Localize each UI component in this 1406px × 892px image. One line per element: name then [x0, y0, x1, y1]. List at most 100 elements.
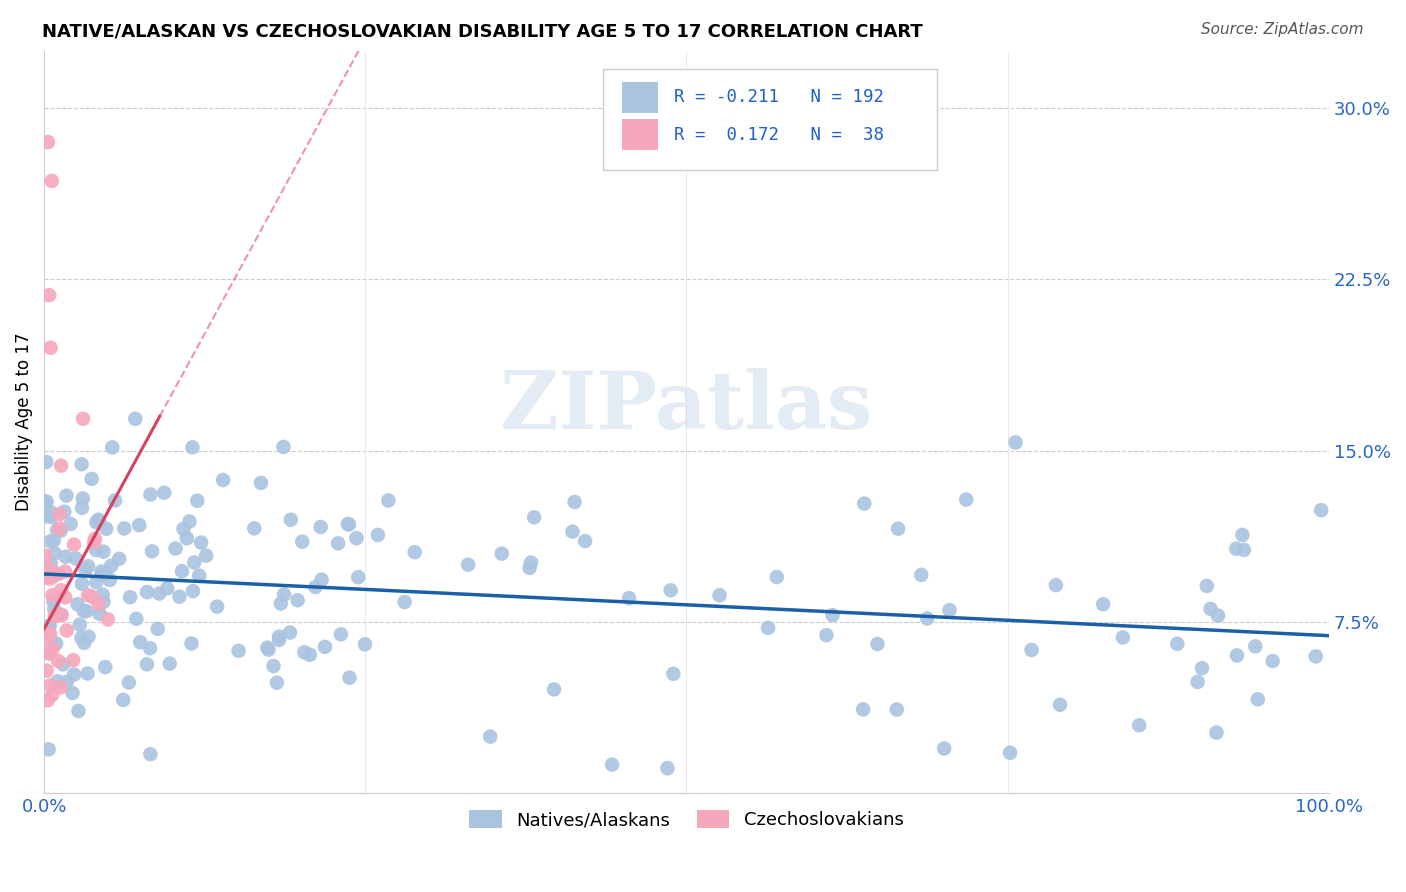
Point: [821, 608, 844, 623]
Point: [491, 547, 513, 561]
Text: R =  0.172   N =  38: R = 0.172 N = 38: [673, 126, 883, 144]
Point: [1166, 637, 1188, 651]
Point: [169, 590, 191, 604]
Point: [298, 648, 321, 662]
Point: [51, 607, 73, 622]
Point: [273, 440, 295, 454]
Point: [46, 674, 69, 689]
Point: [34, 494, 56, 508]
Point: [55, 624, 77, 638]
Point: [77, 588, 100, 602]
Point: [98, 573, 121, 587]
Point: [89, 607, 111, 621]
Point: [87, 514, 110, 528]
Point: [42, 533, 65, 548]
Point: [336, 517, 359, 532]
Point: [1112, 631, 1135, 645]
Point: [188, 568, 211, 582]
Point: [49, 524, 72, 538]
Point: [96, 522, 118, 536]
Point: [53, 505, 76, 519]
Point: [1128, 718, 1150, 732]
Point: [139, 641, 162, 656]
Point: [170, 564, 193, 578]
Point: [146, 622, 169, 636]
Point: [1195, 579, 1218, 593]
Point: [38, 620, 60, 634]
Text: R = -0.211   N = 192: R = -0.211 N = 192: [673, 88, 883, 106]
Point: [44, 546, 66, 560]
Point: [44, 566, 66, 581]
Point: [49, 681, 72, 695]
Point: [228, 644, 250, 658]
Point: [84, 543, 107, 558]
Point: [39, 341, 62, 355]
Point: [304, 580, 326, 594]
Point: [39, 678, 62, 692]
Point: [543, 682, 565, 697]
Point: [278, 625, 301, 640]
Point: [172, 522, 194, 536]
Point: [292, 645, 315, 659]
Point: [1004, 435, 1026, 450]
Point: [186, 493, 208, 508]
Point: [38, 618, 60, 632]
Point: [70, 457, 93, 471]
Point: [205, 599, 228, 614]
Point: [48, 567, 70, 582]
Point: [38, 288, 60, 302]
Point: [53, 565, 76, 579]
Point: [329, 627, 352, 641]
Point: [181, 584, 204, 599]
Point: [46, 523, 69, 537]
Point: [39, 570, 62, 584]
Point: [159, 657, 181, 671]
Point: [139, 747, 162, 761]
Point: [339, 671, 361, 685]
Point: [183, 556, 205, 570]
Point: [280, 513, 302, 527]
Point: [136, 585, 159, 599]
Point: [72, 491, 94, 506]
Point: [1187, 674, 1209, 689]
Point: [73, 604, 96, 618]
Point: [165, 541, 187, 556]
Point: [179, 515, 201, 529]
Point: [243, 521, 266, 535]
Point: [394, 595, 416, 609]
Point: [46, 654, 69, 668]
Point: [181, 441, 204, 455]
Point: [1233, 542, 1256, 557]
Point: [915, 611, 938, 625]
Point: [34, 549, 56, 563]
Point: [35, 664, 58, 678]
FancyBboxPatch shape: [623, 82, 658, 113]
Point: [37, 135, 59, 149]
Point: [35, 495, 58, 509]
Point: [76, 666, 98, 681]
FancyBboxPatch shape: [623, 119, 658, 150]
Point: [45, 636, 67, 650]
Point: [42, 566, 65, 581]
Point: [120, 591, 142, 605]
Point: [291, 534, 314, 549]
Point: [709, 588, 731, 602]
Point: [600, 757, 623, 772]
Point: [87, 597, 110, 611]
Point: [136, 657, 159, 672]
Point: [910, 567, 932, 582]
Point: [657, 761, 679, 775]
Point: [1191, 661, 1213, 675]
Point: [62, 653, 84, 667]
Point: [766, 570, 789, 584]
Point: [84, 575, 107, 590]
Point: [112, 521, 135, 535]
Point: [87, 513, 110, 527]
Point: [1244, 640, 1267, 654]
Point: [1247, 692, 1270, 706]
Point: [49, 458, 72, 473]
Point: [153, 485, 176, 500]
Point: [1305, 649, 1327, 664]
Point: [55, 489, 77, 503]
Point: [617, 591, 640, 606]
